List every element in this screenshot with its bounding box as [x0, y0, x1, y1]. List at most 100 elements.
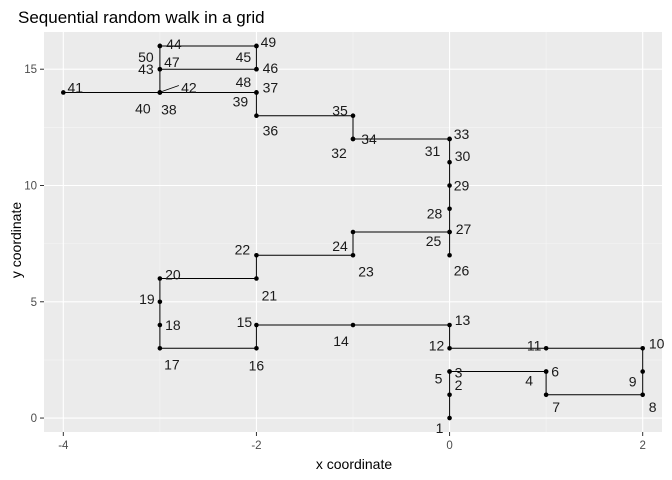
- step-label: 29: [454, 177, 470, 193]
- step-label: 42: [181, 79, 197, 95]
- step-label: 14: [333, 333, 349, 349]
- step-label: 16: [249, 357, 265, 373]
- x-axis-title: x coordinate: [316, 456, 392, 472]
- walk-point: [254, 113, 259, 119]
- walk-point: [543, 345, 549, 351]
- step-label: 19: [139, 291, 155, 307]
- x-tick-label: -4: [58, 440, 69, 452]
- step-label: 1: [436, 420, 444, 436]
- walk-point: [350, 136, 356, 142]
- step-label: 28: [427, 206, 443, 222]
- axis-ticks: [40, 68, 644, 436]
- step-label: 45: [236, 49, 252, 65]
- step-label: 27: [456, 221, 472, 237]
- walk-point: [350, 322, 356, 328]
- label-connector: [161, 85, 180, 92]
- step-label: 21: [262, 288, 278, 304]
- step-label: 44: [166, 36, 182, 52]
- step-label: 8: [649, 399, 657, 415]
- walk-point: [543, 369, 549, 374]
- step-label: 6: [551, 364, 559, 380]
- walk-point: [157, 66, 163, 72]
- step-label: 5: [435, 371, 443, 387]
- walk-point: [61, 90, 66, 95]
- walk-point: [350, 252, 356, 258]
- step-label: 17: [164, 356, 180, 372]
- step-label: 37: [263, 79, 279, 95]
- walk-points: [61, 43, 645, 421]
- walk-point: [254, 43, 259, 49]
- step-label: 3: [455, 365, 463, 381]
- walk-point: [157, 90, 163, 95]
- step-label: 41: [68, 79, 84, 95]
- walk-point: [254, 90, 259, 95]
- step-label: 50: [138, 49, 154, 65]
- step-label: 12: [429, 337, 445, 353]
- walk-point: [640, 345, 645, 351]
- x-tick-label: 2: [639, 440, 645, 452]
- y-tick-label: 15: [24, 64, 37, 76]
- step-label: 32: [331, 145, 347, 161]
- walk-point: [254, 276, 259, 281]
- walk-point: [157, 299, 163, 305]
- step-label: 43: [138, 61, 154, 77]
- y-tick-label: 0: [31, 413, 37, 425]
- step-label: 22: [235, 241, 251, 257]
- y-tick-label: 5: [31, 297, 37, 309]
- walk-point: [157, 345, 163, 351]
- walk-point: [447, 136, 452, 142]
- y-axis-title: y coordinate: [8, 202, 24, 278]
- step-label: 49: [261, 34, 277, 50]
- step-label: 30: [455, 148, 471, 164]
- walk-point: [447, 229, 452, 235]
- walk-point: [157, 43, 163, 49]
- step-label: 2: [455, 377, 463, 393]
- step-label: 25: [426, 233, 442, 249]
- walk-point: [447, 159, 452, 165]
- step-label: 31: [425, 143, 441, 159]
- step-label: 10: [649, 335, 665, 351]
- walk-point: [447, 206, 452, 212]
- step-label: 46: [263, 60, 279, 76]
- step-label: 13: [455, 312, 471, 328]
- step-label: 9: [629, 374, 637, 390]
- walk-point: [350, 113, 356, 119]
- step-label: 48: [236, 74, 252, 90]
- walk-point: [254, 322, 259, 328]
- step-label: 39: [233, 93, 249, 109]
- walk-point: [157, 322, 163, 328]
- walk-point: [447, 345, 452, 351]
- walk-point: [447, 322, 452, 328]
- walk-path: [63, 45, 644, 418]
- step-label: 36: [263, 123, 279, 139]
- walk-point: [254, 252, 259, 258]
- step-label: 15: [237, 314, 253, 330]
- walk-point: [447, 415, 452, 421]
- step-label: 23: [358, 263, 374, 279]
- walk-point: [447, 252, 452, 258]
- step-label: 20: [165, 267, 181, 283]
- step-label: 35: [332, 103, 348, 119]
- step-label: 7: [552, 399, 560, 415]
- walk-point: [543, 392, 549, 398]
- walk-point: [157, 276, 163, 281]
- walk-point: [254, 345, 259, 351]
- step-label: 11: [527, 337, 542, 353]
- chart-title: Sequential random walk in a grid: [18, 8, 265, 27]
- walk-point: [447, 369, 452, 374]
- walk-point: [447, 392, 452, 398]
- step-label: 4: [525, 373, 533, 389]
- y-tick-label: 10: [24, 180, 37, 192]
- walk-point: [447, 183, 452, 188]
- step-label: 40: [135, 100, 151, 116]
- step-label: 18: [165, 317, 181, 333]
- walk-point: [350, 229, 356, 235]
- walk-point: [640, 369, 645, 374]
- step-label: 47: [164, 54, 180, 70]
- step-label: 34: [361, 131, 377, 147]
- x-tick-label: 0: [446, 440, 452, 452]
- step-label: 24: [332, 238, 348, 254]
- walk-point: [254, 66, 259, 72]
